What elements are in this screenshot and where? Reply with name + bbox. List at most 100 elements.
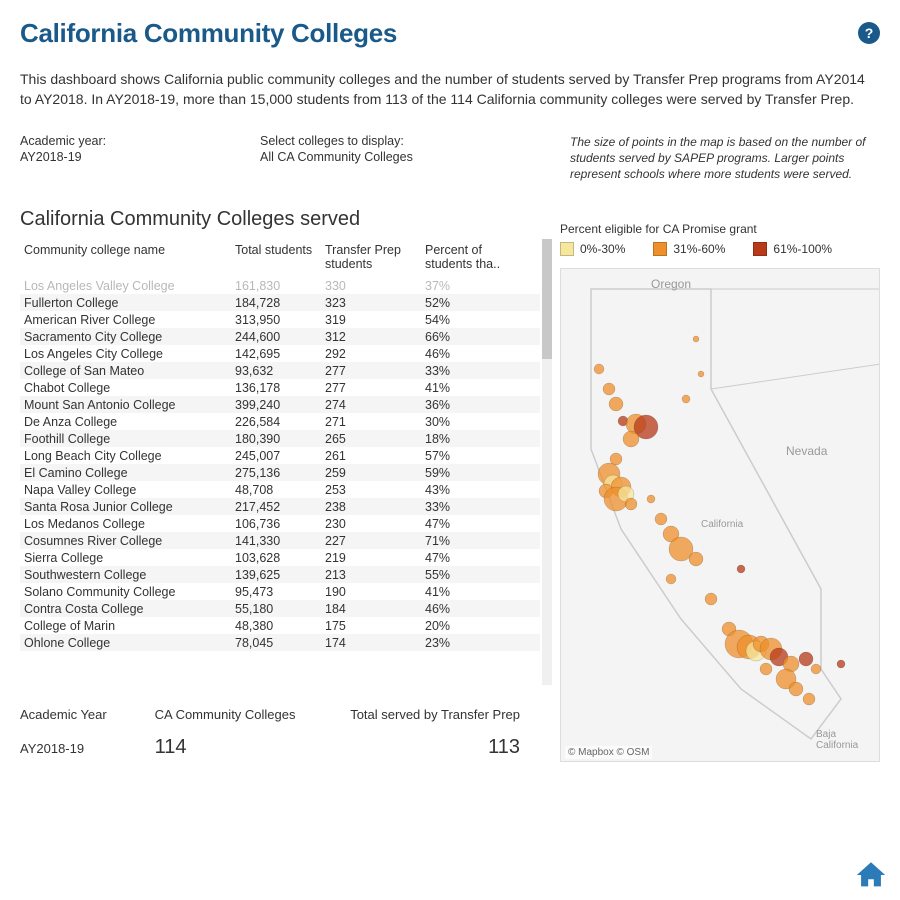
summary-year-label: Academic Year — [20, 707, 155, 722]
map-point[interactable] — [682, 395, 690, 403]
map-point[interactable] — [603, 383, 615, 395]
cell-prep: 274 — [325, 398, 425, 412]
table-row[interactable]: Contra Costa College55,18018446% — [20, 600, 540, 617]
cell-name: El Camino College — [20, 466, 235, 480]
table-body[interactable]: Los Angeles Valley College161,83033037%F… — [20, 277, 540, 685]
cell-pct: 41% — [425, 381, 515, 395]
map-point[interactable] — [811, 664, 821, 674]
table-row[interactable]: Napa Valley College48,70825343% — [20, 481, 540, 498]
table-row[interactable]: Ohlone College78,04517423% — [20, 634, 540, 651]
table-row[interactable]: Solano Community College95,47319041% — [20, 583, 540, 600]
map-point[interactable] — [837, 660, 845, 668]
cell-total: 244,600 — [235, 330, 325, 344]
table-row[interactable]: Mount San Antonio College399,24027436% — [20, 396, 540, 413]
cell-pct: 23% — [425, 636, 515, 650]
cell-prep: 271 — [325, 415, 425, 429]
map-point[interactable] — [623, 431, 639, 447]
table-row[interactable]: Long Beach City College245,00726157% — [20, 447, 540, 464]
map-point[interactable] — [625, 498, 637, 510]
scrollbar-thumb[interactable] — [542, 239, 552, 359]
cell-prep: 253 — [325, 483, 425, 497]
map-point[interactable] — [705, 593, 717, 605]
cell-prep: 213 — [325, 568, 425, 582]
cell-total: 245,007 — [235, 449, 325, 463]
cell-pct: 55% — [425, 568, 515, 582]
map-point[interactable] — [698, 371, 704, 377]
th-name[interactable]: Community college name — [20, 243, 235, 271]
th-prep[interactable]: Transfer Prep students — [325, 243, 425, 271]
page-title: California Community Colleges — [20, 18, 397, 49]
summary-served-label: Total served by Transfer Prep — [347, 707, 540, 722]
cell-prep: 319 — [325, 313, 425, 327]
cell-total: 313,950 — [235, 313, 325, 327]
map-point[interactable] — [594, 364, 604, 374]
table-row[interactable]: Los Angeles City College142,69529246% — [20, 345, 540, 362]
cell-prep: 219 — [325, 551, 425, 565]
cell-name: Fullerton College — [20, 296, 235, 310]
th-pct[interactable]: Percent of students tha.. — [425, 243, 515, 271]
year-filter-value[interactable]: AY2018-19 — [20, 150, 230, 164]
cell-name: Los Angeles City College — [20, 347, 235, 361]
colleges-filter-value[interactable]: All CA Community Colleges — [260, 150, 540, 164]
home-icon[interactable] — [854, 858, 888, 892]
cell-pct: 59% — [425, 466, 515, 480]
map-point[interactable] — [647, 495, 655, 503]
cell-total: 180,390 — [235, 432, 325, 446]
map-point[interactable] — [799, 652, 813, 666]
cell-total: 106,736 — [235, 517, 325, 531]
map-point[interactable] — [737, 565, 745, 573]
cell-total: 136,178 — [235, 381, 325, 395]
map-point[interactable] — [609, 397, 623, 411]
cell-name: Santa Rosa Junior College — [20, 500, 235, 514]
map-point[interactable] — [655, 513, 667, 525]
table-row[interactable]: El Camino College275,13625959% — [20, 464, 540, 481]
legend-swatch — [653, 242, 667, 256]
table-row[interactable]: Los Angeles Valley College161,83033037% — [20, 277, 540, 294]
table-row[interactable]: Santa Rosa Junior College217,45223833% — [20, 498, 540, 515]
table-row[interactable]: Cosumnes River College141,33022771% — [20, 532, 540, 549]
cell-pct: 47% — [425, 551, 515, 565]
cell-total: 399,240 — [235, 398, 325, 412]
map[interactable]: OregonNevadaCaliforniaBaja California © … — [560, 268, 880, 762]
map-label: Oregon — [651, 277, 691, 291]
cell-pct: 54% — [425, 313, 515, 327]
table-row[interactable]: Southwestern College139,62521355% — [20, 566, 540, 583]
table-scrollbar[interactable] — [542, 239, 552, 685]
cell-name: Napa Valley College — [20, 483, 235, 497]
map-point[interactable] — [760, 663, 772, 675]
cell-name: Ohlone College — [20, 636, 235, 650]
map-point[interactable] — [789, 682, 803, 696]
cell-pct: 43% — [425, 483, 515, 497]
map-point[interactable] — [693, 336, 699, 342]
legend-title: Percent eligible for CA Promise grant — [560, 222, 880, 236]
cell-pct: 20% — [425, 619, 515, 633]
table-row[interactable]: De Anza College226,58427130% — [20, 413, 540, 430]
cell-name: Long Beach City College — [20, 449, 235, 463]
table-row[interactable]: Sacramento City College244,60031266% — [20, 328, 540, 345]
help-icon[interactable]: ? — [858, 22, 880, 44]
th-total[interactable]: Total students — [235, 243, 325, 271]
table-row[interactable]: Fullerton College184,72832352% — [20, 294, 540, 311]
table-row[interactable]: Foothill College180,39026518% — [20, 430, 540, 447]
cell-pct: 46% — [425, 602, 515, 616]
table-row[interactable]: Sierra College103,62821947% — [20, 549, 540, 566]
table-row[interactable]: American River College313,95031954% — [20, 311, 540, 328]
legend-item: 0%-30% — [560, 242, 625, 256]
legend-swatch — [560, 242, 574, 256]
table-title: California Community Colleges served — [20, 208, 540, 231]
cell-name: Mount San Antonio College — [20, 398, 235, 412]
cell-name: De Anza College — [20, 415, 235, 429]
cell-total: 95,473 — [235, 585, 325, 599]
table-row[interactable]: College of San Mateo93,63227733% — [20, 362, 540, 379]
cell-total: 48,708 — [235, 483, 325, 497]
cell-pct: 52% — [425, 296, 515, 310]
map-point[interactable] — [666, 574, 676, 584]
cell-total: 55,180 — [235, 602, 325, 616]
table-row[interactable]: Los Medanos College106,73623047% — [20, 515, 540, 532]
map-point[interactable] — [803, 693, 815, 705]
cell-prep: 227 — [325, 534, 425, 548]
cell-prep: 312 — [325, 330, 425, 344]
map-point[interactable] — [689, 552, 703, 566]
table-row[interactable]: College of Marin48,38017520% — [20, 617, 540, 634]
table-row[interactable]: Chabot College136,17827741% — [20, 379, 540, 396]
